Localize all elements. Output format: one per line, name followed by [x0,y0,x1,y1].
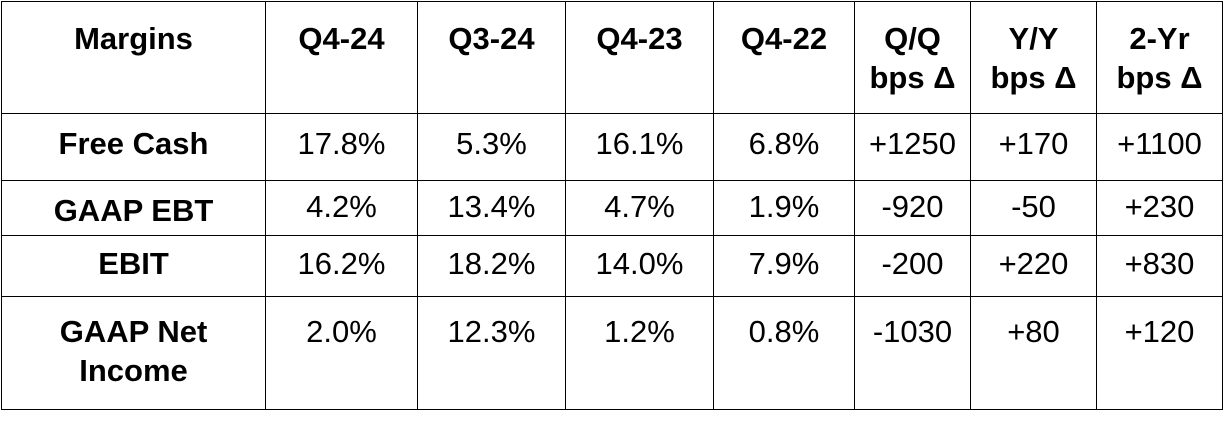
table-cell: -1030 [854,296,971,410]
table-cell: 1.2% [565,296,714,410]
table-cell: 4.2% [265,180,418,236]
table-cell: +170 [970,113,1097,181]
table-cell: 7.9% [713,235,855,297]
row-label-text: GAAP EBT [53,193,214,228]
table-cell: +230 [1096,180,1223,236]
header-yy-line2: bps Δ [990,60,1077,95]
table-cell: 12.3% [417,296,566,410]
table-row: GAAP Net Income 2.0% 12.3% 1.2% 0.8% -10… [1,296,1223,410]
row-label-gaap-ebt: GAAP EBT [1,180,266,236]
header-qq-bps: Q/Q bps Δ [854,1,971,114]
table-cell: +220 [970,235,1097,297]
table-row: EBIT 16.2% 18.2% 14.0% 7.9% -200 +220 +8… [1,235,1223,297]
header-q4-22: Q4-22 [713,1,855,114]
header-q4-23-text: Q4-23 [596,21,683,56]
table-cell: 18.2% [417,235,566,297]
header-q3-24-text: Q3-24 [448,21,535,56]
row-label-gaap-net-income: GAAP Net Income [1,296,266,410]
table-cell: +120 [1096,296,1223,410]
header-q4-24: Q4-24 [265,1,418,114]
table-cell: 1.9% [713,180,855,236]
table-cell: 16.2% [265,235,418,297]
row-label-free-cash: Free Cash [1,113,266,181]
header-qq-line2: bps Δ [869,60,956,95]
header-row: Margins Q4-24 Q3-24 Q4-23 Q4-22 Q/Q bps … [1,1,1223,114]
row-label-ebit: EBIT [1,235,266,297]
row-label-text: EBIT [98,246,169,281]
header-margins-text: Margins [74,21,193,56]
header-q3-24: Q3-24 [417,1,566,114]
table-cell: 0.8% [713,296,855,410]
table-cell: +80 [970,296,1097,410]
row-label-text: Free Cash [58,126,209,161]
table-cell: +1100 [1096,113,1223,181]
header-2yr-bps: 2-Yr bps Δ [1096,1,1223,114]
header-q4-24-text: Q4-24 [298,21,385,56]
table-cell: 13.4% [417,180,566,236]
table-cell: 17.8% [265,113,418,181]
header-2yr-line1: 2-Yr [1129,21,1190,56]
header-q4-22-text: Q4-22 [740,21,828,56]
table-cell: 4.7% [565,180,714,236]
table-cell: 6.8% [713,113,855,181]
margins-table: Margins Q4-24 Q3-24 Q4-23 Q4-22 Q/Q bps … [1,1,1223,410]
table-row: GAAP EBT 4.2% 13.4% 4.7% 1.9% -920 -50 +… [1,180,1223,236]
row-label-line2: Income [79,353,188,388]
table-row: Free Cash 17.8% 5.3% 16.1% 6.8% +1250 +1… [1,113,1223,181]
header-margins: Margins [1,1,266,114]
table-cell: 16.1% [565,113,714,181]
table-cell: 5.3% [417,113,566,181]
header-2yr-line2: bps Δ [1116,60,1203,95]
table-cell: -50 [970,180,1097,236]
table-cell: +1250 [854,113,971,181]
table-cell: +830 [1096,235,1223,297]
row-label-line1: GAAP Net [59,314,208,349]
table-cell: -200 [854,235,971,297]
header-q4-23: Q4-23 [565,1,714,114]
table-cell: 14.0% [565,235,714,297]
table-cell: 2.0% [265,296,418,410]
table-cell: -920 [854,180,971,236]
header-yy-bps: Y/Y bps Δ [970,1,1097,114]
header-qq-line1: Q/Q [884,21,941,56]
header-yy-line1: Y/Y [1008,21,1059,56]
